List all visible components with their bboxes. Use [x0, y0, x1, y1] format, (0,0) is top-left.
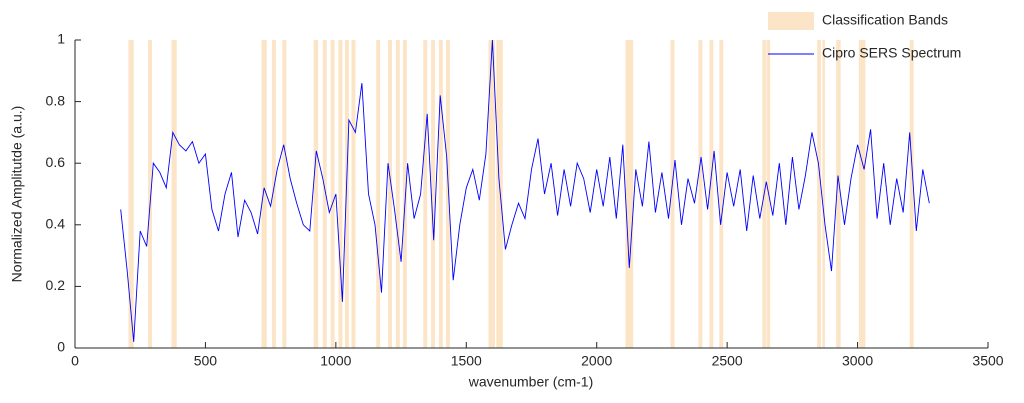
- legend-label: Cipro SERS Spectrum: [822, 45, 961, 61]
- classification-band: [148, 40, 152, 348]
- classification-band: [698, 40, 703, 348]
- classification-band: [488, 40, 495, 348]
- x-tick-label: 2000: [581, 353, 612, 369]
- classification-band: [423, 40, 428, 348]
- classification-band: [719, 40, 724, 348]
- classification-band: [351, 40, 356, 348]
- classification-band: [670, 40, 675, 348]
- x-tick-label: 500: [194, 353, 218, 369]
- classification-band: [836, 40, 841, 348]
- classification-band: [338, 40, 343, 348]
- x-tick-label: 3000: [842, 353, 873, 369]
- classification-band: [496, 40, 503, 348]
- classification-band: [322, 40, 327, 348]
- classification-band: [709, 40, 714, 348]
- classification-band: [344, 40, 349, 348]
- classification-band: [402, 40, 407, 348]
- x-tick-label: 1500: [451, 353, 482, 369]
- classification-band: [438, 40, 443, 348]
- classification-band: [909, 40, 914, 348]
- y-tick-label: 1: [57, 31, 65, 47]
- classification-band: [171, 40, 177, 348]
- legend-swatch-band: [768, 12, 814, 30]
- x-tick-label: 2500: [712, 353, 743, 369]
- y-tick-label: 0.2: [46, 277, 66, 293]
- classification-band: [431, 40, 435, 348]
- classification-band: [330, 40, 335, 348]
- spectrum-line: [120, 39, 930, 342]
- y-axis-label: Normalized Amplitutde (a.u.): [9, 106, 25, 283]
- legend-label: Classification Bands: [822, 12, 948, 28]
- y-tick-label: 0.4: [46, 216, 66, 232]
- x-axis-label: wavenumber (cm-1): [468, 374, 593, 390]
- x-tick-label: 0: [71, 353, 79, 369]
- classification-band: [282, 40, 287, 348]
- classification-band: [271, 40, 276, 348]
- classification-band: [261, 40, 267, 348]
- classification-band: [625, 40, 634, 348]
- x-tick-label: 1000: [320, 353, 351, 369]
- classification-band: [445, 40, 450, 348]
- classification-band: [395, 40, 400, 348]
- classification-band: [313, 40, 319, 348]
- y-tick-label: 0.8: [46, 92, 66, 108]
- y-tick-label: 0.6: [46, 154, 66, 170]
- classification-band: [817, 40, 822, 348]
- y-tick-label: 0: [57, 339, 65, 355]
- classification-band: [376, 40, 381, 348]
- classification-band: [822, 40, 825, 348]
- classification-band: [858, 40, 866, 348]
- x-tick-label: 3500: [972, 353, 1003, 369]
- classification-band: [128, 40, 134, 348]
- classification-band: [388, 40, 392, 348]
